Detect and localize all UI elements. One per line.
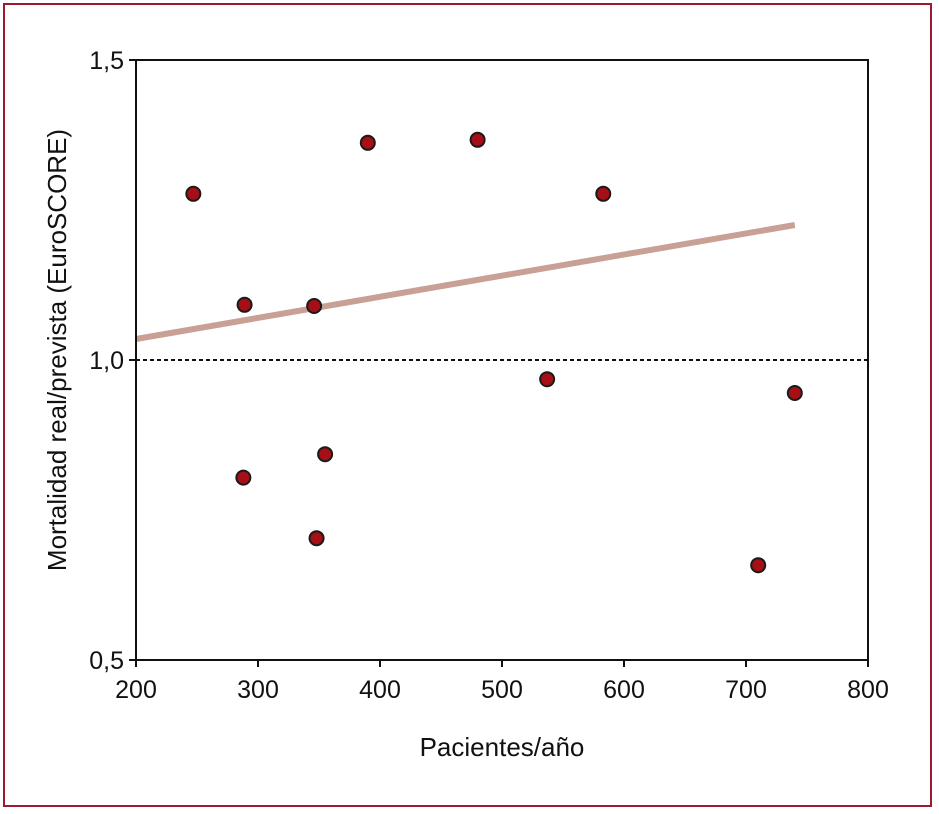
axis-labels: Pacientes/año Mortalidad real/prevista (… [42,129,584,762]
x-tick-label: 200 [115,676,157,704]
data-point [595,185,612,202]
data-point [469,131,486,148]
data-point [359,134,376,151]
y-axis-label: Mortalidad real/prevista (EuroSCORE) [42,129,72,571]
trend-line [135,222,796,342]
data-point [236,296,253,313]
y-tick-label: 1,0 [89,347,124,375]
x-tick-label: 700 [725,676,767,704]
data-point [185,185,202,202]
x-tick-label: 800 [847,676,889,704]
data-point [539,371,556,388]
data-point [786,385,803,401]
x-tick-label: 300 [237,676,279,704]
data-point [750,557,767,574]
data-point [317,446,334,463]
x-tick-label: 500 [481,676,523,704]
data-point [308,530,325,547]
ticks-layer: 200 300 400 500 600 700 800 0,5 1,0 1,5 [89,47,889,704]
x-axis-label: Pacientes/año [420,732,585,762]
plot-area [135,59,869,661]
figure-frame [3,3,932,807]
x-tick-label: 600 [603,676,645,704]
points-layer [185,131,803,574]
data-point [306,298,323,314]
y-tick-label: 1,5 [89,47,124,75]
data-point [235,469,252,486]
x-tick-label: 400 [359,676,401,704]
y-tick-label: 0,5 [89,647,124,675]
